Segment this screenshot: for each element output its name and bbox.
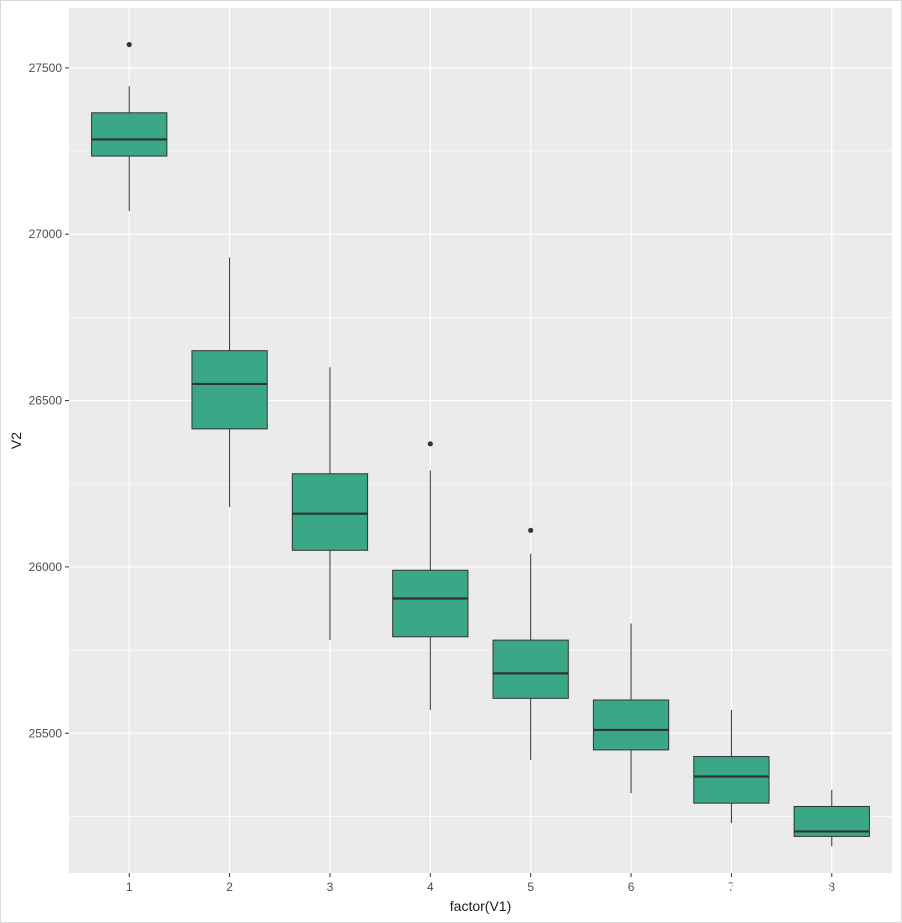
x-tick-label: 5 [527, 880, 534, 894]
outlier-point [427, 441, 433, 447]
box-6 [592, 623, 670, 794]
y-tick-label: 26500 [29, 394, 63, 408]
x-tick-label: 3 [327, 880, 334, 894]
x-axis: 1 2 3 4 5 6 7 8 [126, 873, 835, 894]
y-tick-label: 25500 [29, 726, 63, 740]
iqr-box [291, 473, 369, 551]
box-3 [291, 367, 369, 641]
x-tick-label: 8 [828, 880, 835, 894]
y-axis-title: V2 [8, 432, 24, 449]
iqr-box [91, 112, 168, 157]
y-axis: 25500 26000 26500 27000 27500 [29, 61, 69, 740]
box-5 [492, 527, 569, 760]
box-1 [91, 41, 168, 211]
x-tick-label: 6 [628, 880, 635, 894]
x-tick-label: 1 [126, 880, 133, 894]
x-tick-label: 7 [728, 880, 735, 894]
x-tick-label: 4 [427, 880, 434, 894]
y-tick-label: 27500 [29, 61, 63, 75]
box-8 [793, 789, 870, 847]
outlier-point [126, 41, 132, 48]
box-2 [191, 257, 268, 508]
plot-panel [69, 8, 892, 873]
box-7 [693, 709, 770, 824]
iqr-box [592, 699, 670, 751]
iqr-box [191, 350, 268, 430]
x-tick-label: 2 [226, 880, 233, 894]
minor-gridlines [69, 150, 892, 817]
y-tick-label: 27000 [29, 227, 63, 241]
y-tick-label: 26000 [29, 560, 63, 574]
iqr-box [492, 639, 569, 699]
boxes-layer [91, 41, 870, 847]
outlier-point [528, 527, 534, 533]
box-4 [392, 441, 469, 710]
iqr-box [392, 569, 469, 638]
iqr-box [693, 756, 770, 804]
watermark-text: 知乎 @牧羊的男孩儿 [673, 874, 878, 899]
x-axis-title: factor(V1) [450, 898, 511, 914]
